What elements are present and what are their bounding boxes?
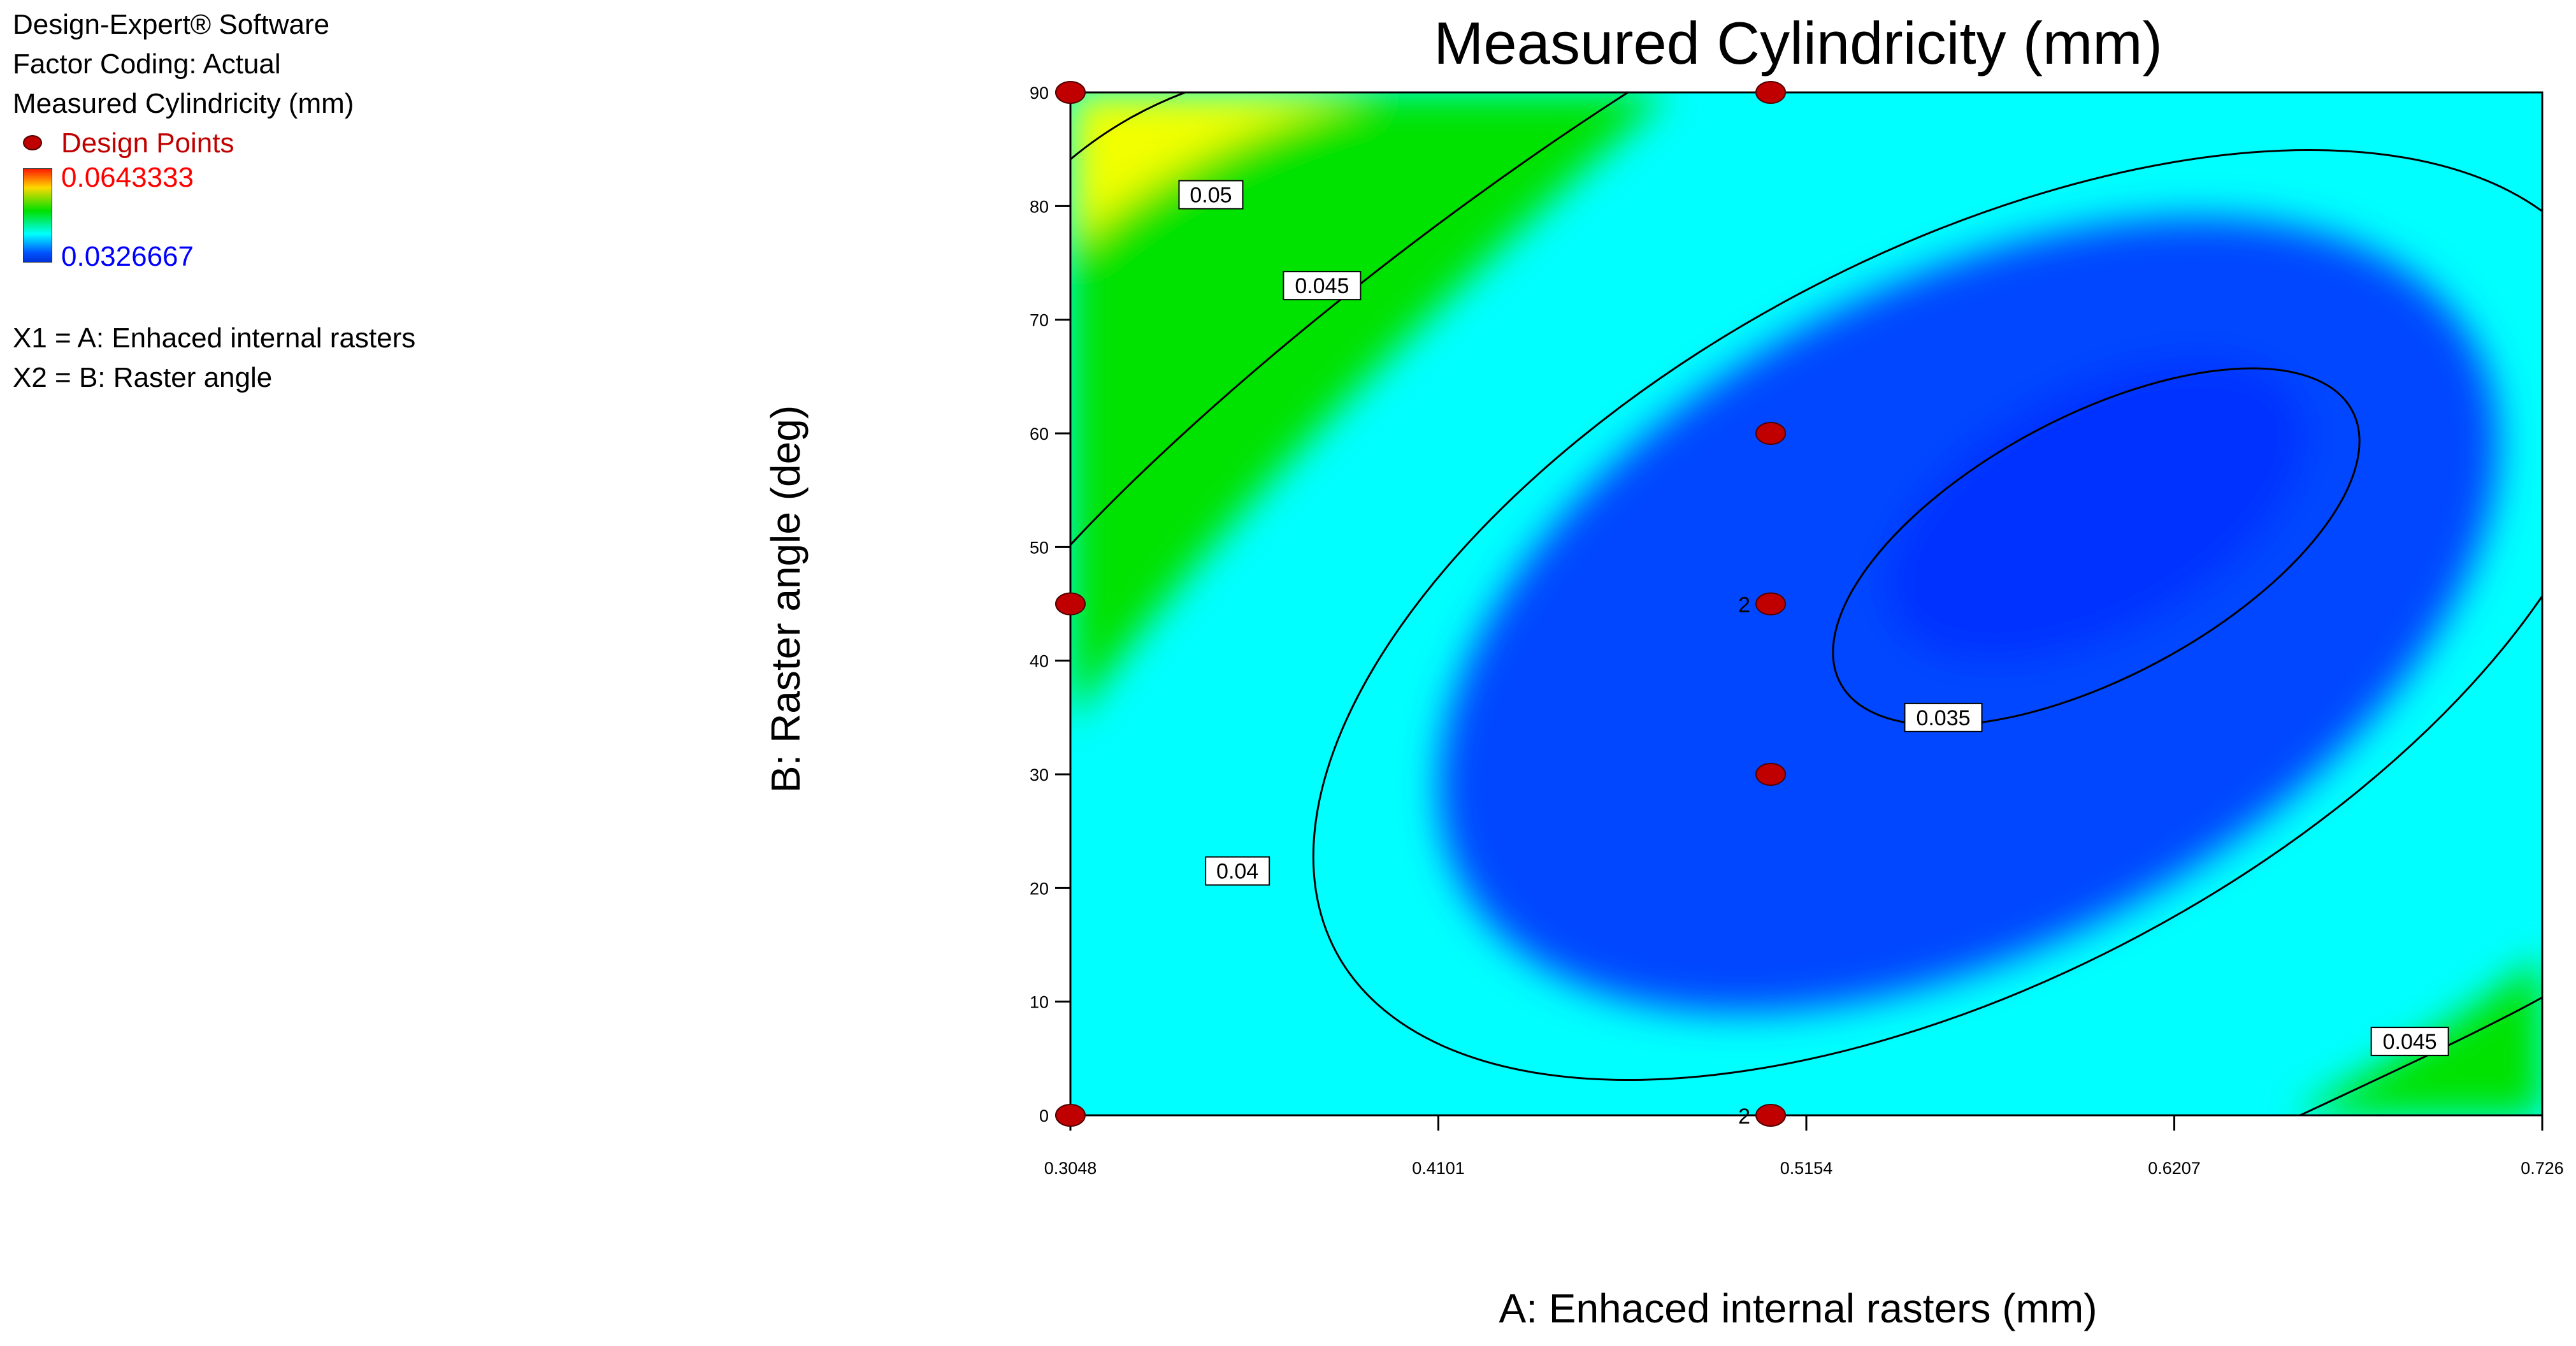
factor-definitions: X1 = A: Enhaced internal rasters X2 = B:… [13,319,415,398]
x-axis-title: A: Enhaced internal rasters (mm) [1499,1285,2097,1331]
design-point [1755,763,1787,786]
fill-band-green-top-left [1070,92,1669,723]
contour-line-0.045-upper [1070,92,1629,546]
contour-label: 0.04 [1216,860,1258,884]
contour-label-box [1904,702,1983,732]
design-point [1055,81,1086,104]
chart-title: Measured Cylindricity (mm) [1434,10,2162,76]
x-tick-label: 0.6207 [2148,1159,2201,1178]
design-point-marker-icon [23,135,42,150]
design-point [1755,422,1787,445]
fill-band-yellow-top-left [1070,92,1370,249]
contour-label: 0.045 [1295,274,1349,298]
design-points: 22 [1055,81,1787,1129]
contour-label-box [2370,1027,2449,1057]
x-tick-label: 0.5154 [1780,1159,1833,1178]
contour-lines [1070,92,2542,1115]
fill-band-green-bottom-right [2294,956,2542,1115]
fill-deep-blue-core [1885,358,2307,662]
design-points-label: Design Points [61,127,234,159]
y-axis-title: B: Raster angle (deg) [763,405,809,793]
contour-label-box [1205,856,1270,886]
y-tick-label: 0 [1039,1106,1049,1125]
color-fill [1070,92,2542,1115]
design-point [1755,81,1787,104]
y-tick-label: 70 [1030,311,1049,330]
contour-label-box [1283,271,1362,301]
plot-area [1070,92,2542,1115]
design-point [1755,1104,1787,1127]
factor-x2: X2 = B: Raster angle [13,362,273,393]
y-tick-label: 50 [1030,538,1049,557]
design-point [1055,592,1086,616]
x-tick-label: 0.726 [2521,1159,2564,1178]
y-tick-label: 30 [1030,765,1049,785]
legend-panel: Design-Expert® Software Factor Coding: A… [13,5,415,398]
contour-label: 0.05 [1190,184,1232,208]
contour-label-box [1178,180,1244,210]
color-scale-max: 0.0643333 [61,162,194,193]
response-name: Measured Cylindricity (mm) [13,88,354,119]
contour-label-group: 0.05 0.045 0.035 0.04 0.045 [1178,180,2449,1057]
contour-line-0.05 [1070,92,1186,161]
y-tick-label: 10 [1030,993,1049,1012]
y-tick-label: 20 [1030,879,1049,898]
replicate-count: 2 [1738,593,1750,618]
x-tick-label: 0.4101 [1412,1159,1465,1178]
color-scale-min: 0.0326667 [61,241,194,272]
contour-line-0.04 [1312,148,2542,1082]
factor-coding: Factor Coding: Actual [13,48,281,80]
color-scale-bar [23,168,52,263]
factor-x1: X1 = A: Enhaced internal rasters [13,322,416,354]
design-points-legend: Design Points [13,124,415,163]
design-point [1755,592,1787,616]
design-point [1055,1104,1086,1127]
replicate-count: 2 [1738,1104,1750,1129]
software-name: Design-Expert® Software [13,9,330,40]
y-tick-label: 40 [1030,652,1049,671]
contour-line-0.035 [1832,367,2361,727]
x-tick-label: 0.3048 [1044,1159,1097,1178]
y-tick-label: 60 [1030,424,1049,444]
color-scale: 0.0643333 0.0326667 [13,162,415,272]
contour-label: 0.035 [1916,706,1970,730]
contour-label: 0.045 [2383,1030,2437,1054]
axis-ticks: 0.3048 0.4101 0.5154 0.6207 0.726 0 10 20 30 40 50… [1030,83,2564,1178]
y-tick-label: 80 [1030,197,1049,216]
y-tick-label: 90 [1030,83,1049,103]
